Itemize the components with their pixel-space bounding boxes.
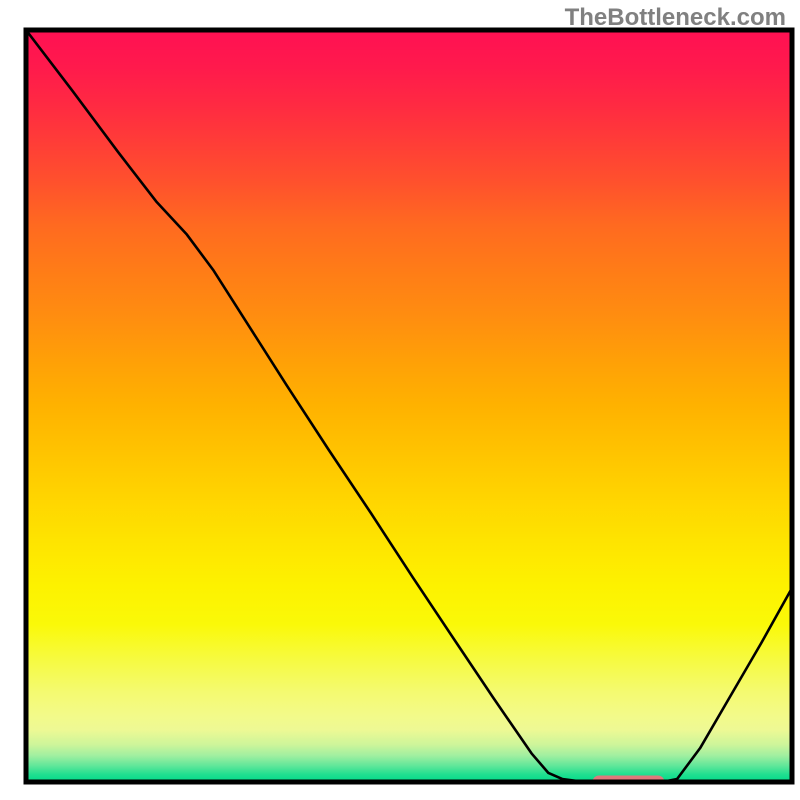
gradient-background — [26, 30, 792, 782]
chart-svg — [0, 0, 800, 800]
bottleneck-chart: TheBottleneck.com — [0, 0, 800, 800]
watermark-text: TheBottleneck.com — [565, 4, 786, 32]
